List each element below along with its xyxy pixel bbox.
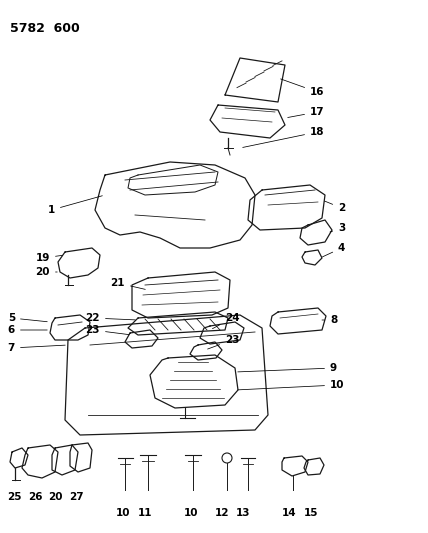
Text: 20: 20 xyxy=(36,267,57,277)
Text: 24: 24 xyxy=(212,313,240,329)
Text: 8: 8 xyxy=(322,315,337,325)
Text: 26: 26 xyxy=(28,492,42,502)
Text: 16: 16 xyxy=(281,79,324,97)
Text: 17: 17 xyxy=(288,107,324,117)
Text: 5: 5 xyxy=(8,313,47,323)
Text: 20: 20 xyxy=(48,492,62,502)
Text: 3: 3 xyxy=(330,223,345,233)
Text: 11: 11 xyxy=(138,508,152,518)
Text: 9: 9 xyxy=(238,363,337,373)
Text: 7: 7 xyxy=(8,343,65,353)
Text: 25: 25 xyxy=(7,492,21,502)
Text: 10: 10 xyxy=(184,508,198,518)
Text: 12: 12 xyxy=(215,508,229,518)
Text: 15: 15 xyxy=(304,508,318,518)
Text: 2: 2 xyxy=(324,201,345,213)
Text: 21: 21 xyxy=(110,278,145,289)
Text: 10: 10 xyxy=(238,380,345,390)
Text: 23: 23 xyxy=(208,335,240,349)
Text: 4: 4 xyxy=(323,243,345,257)
Text: 27: 27 xyxy=(68,492,83,502)
Text: 13: 13 xyxy=(236,508,250,518)
Text: 18: 18 xyxy=(243,127,324,148)
Text: 6: 6 xyxy=(8,325,47,335)
Text: 14: 14 xyxy=(282,508,296,518)
Text: 10: 10 xyxy=(116,508,130,518)
Text: 5782  600: 5782 600 xyxy=(10,22,80,35)
Text: 1: 1 xyxy=(48,196,102,215)
Text: 23: 23 xyxy=(86,325,129,335)
Text: 19: 19 xyxy=(36,253,62,263)
Text: 22: 22 xyxy=(86,313,135,323)
